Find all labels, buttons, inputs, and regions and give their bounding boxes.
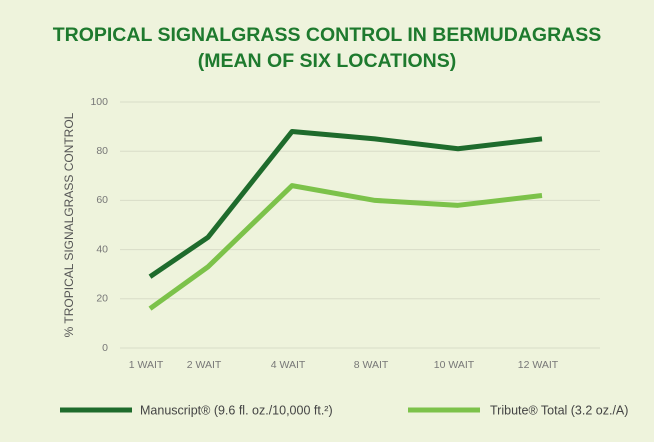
x-tick-label: 1 WAIT [129,359,164,371]
legend-label: Manuscript® (9.6 fl. oz./10,000 ft.²) [140,403,333,417]
x-tick-label: 4 WAIT [271,359,306,371]
y-tick-label: 0 [102,342,108,354]
x-tick-label: 12 WAIT [518,359,559,371]
y-tick-label: 60 [96,194,108,206]
legend-label: Tribute® Total (3.2 oz./A) [490,403,628,417]
y-tick-label: 80 [96,145,108,157]
y-tick-label: 20 [96,293,108,305]
x-tick-label: 10 WAIT [434,359,475,371]
series-line [148,183,543,311]
chart-subtitle: (MEAN OF SIX LOCATIONS) [198,50,457,72]
series-line [148,129,543,279]
chart-title: TROPICAL SIGNALGRASS CONTROL IN BERMUDAG… [53,24,602,46]
y-axis-label: % TROPICAL SIGNALGRASS CONTROL [62,112,76,337]
x-tick-label: 8 WAIT [354,359,389,371]
y-tick-label: 100 [90,96,108,108]
y-tick-label: 40 [96,243,108,255]
x-tick-label: 2 WAIT [187,359,222,371]
